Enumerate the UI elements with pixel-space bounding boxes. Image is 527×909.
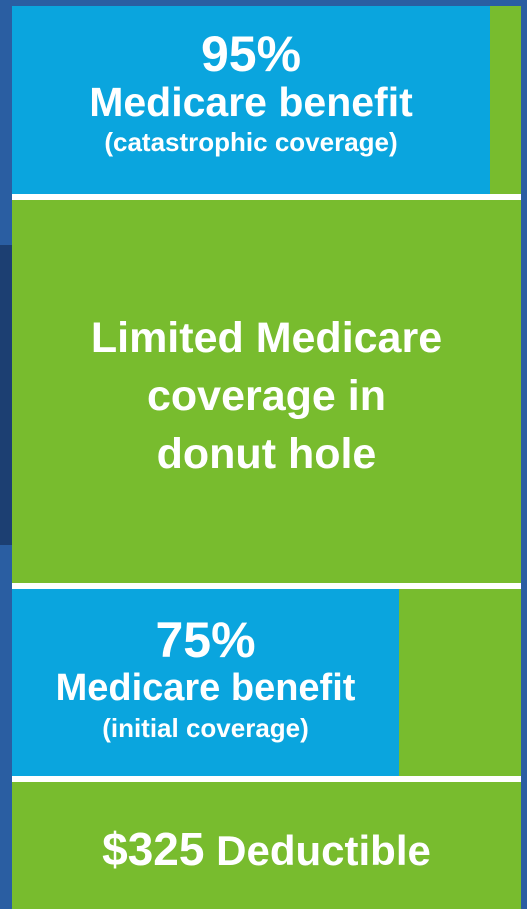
tier-divider: [12, 776, 521, 782]
catastrophic-percent: 95%: [200, 26, 302, 82]
catastrophic-benefit-label: Medicare benefit: [89, 79, 413, 125]
catastrophic-label-group: 95% Medicare benefit (catastrophic cover…: [12, 28, 490, 160]
tier-divider: [12, 194, 521, 200]
initial-note: (initial coverage): [102, 713, 309, 743]
initial-benefit-label: Medicare benefit: [55, 667, 356, 709]
donut-hole-line-2: coverage in: [147, 372, 386, 420]
background-accent: [0, 245, 12, 545]
donut-hole-line-1: Limited Medicare: [90, 314, 443, 362]
deductible-label: Deductible: [216, 827, 431, 874]
deductible-label-group: $325 Deductible: [12, 824, 521, 876]
deductible-amount: $325: [102, 823, 205, 875]
donut-hole-label-group: Limited Medicare coverage in donut hole: [12, 309, 521, 483]
donut-hole-tier: [12, 200, 521, 583]
initial-label-group: 75% Medicare benefit (initial coverage): [12, 614, 399, 746]
initial-percent: 75%: [155, 612, 256, 668]
donut-hole-line-3: donut hole: [156, 430, 377, 478]
tier-divider: [12, 583, 521, 589]
deductible-tier: [12, 782, 521, 909]
catastrophic-benefit-bar: [12, 6, 490, 194]
initial-benefit-bar: [12, 589, 399, 776]
catastrophic-note: (catastrophic coverage): [104, 127, 398, 157]
